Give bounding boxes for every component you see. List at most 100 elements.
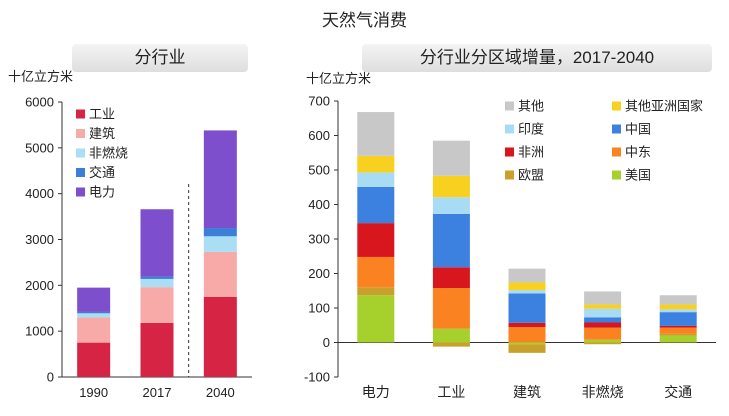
chart0-legend-label: 建筑 xyxy=(89,126,115,141)
chart1-legend-swatch xyxy=(505,124,514,134)
main-title: 天然气消费 xyxy=(322,11,407,30)
chart0-category-label: 1990 xyxy=(79,385,108,400)
chart0-legend-label: 工业 xyxy=(89,107,115,122)
right-unit-label: 十亿立方米 xyxy=(306,71,372,86)
chart1-legend-label: 美国 xyxy=(625,168,651,183)
chart1-bar-segment xyxy=(659,304,697,310)
chart1-bar-segment xyxy=(508,326,546,343)
chart1-legend-swatch xyxy=(505,101,514,111)
chart1-bar-segment xyxy=(508,268,546,283)
chart0-y-tick-label: 2000 xyxy=(25,278,54,293)
chart0-y-tick-label: 5000 xyxy=(25,140,54,155)
chart1-legend-label: 中国 xyxy=(625,122,651,137)
chart0-legend-label: 非燃烧 xyxy=(89,146,128,161)
chart1-legend-swatch xyxy=(612,170,621,180)
chart1-y-tick-label: 700 xyxy=(308,94,330,109)
chart1-bar-segment xyxy=(357,295,395,343)
chart1-bar-segment xyxy=(584,291,622,305)
chart0-legend-swatch xyxy=(76,187,85,197)
chart0-bar-segment xyxy=(203,228,237,237)
chart1-bar-segment xyxy=(357,186,395,224)
chart0-bar-segment xyxy=(140,287,174,323)
chart0-bar-segment xyxy=(140,322,174,377)
chart1-legend-label: 欧盟 xyxy=(518,168,544,183)
chart0-bar-segment xyxy=(77,317,111,343)
chart1-category-label: 电力 xyxy=(362,384,390,400)
chart1-legend-label: 印度 xyxy=(518,122,544,137)
chart1-bar-segment xyxy=(659,325,697,328)
chart1-bar-segment xyxy=(357,155,395,173)
chart0-y-tick-label: 4000 xyxy=(25,186,54,201)
chart1-bar-segment xyxy=(432,140,470,176)
chart1-legend-swatch xyxy=(505,147,514,157)
chart0-y-tick-label: 0 xyxy=(47,370,54,385)
chart1-legend-swatch xyxy=(612,101,621,111)
chart1-legend-label: 非洲 xyxy=(518,145,544,160)
chart0-y-tick-label: 3000 xyxy=(25,232,54,247)
chart1-category-label: 工业 xyxy=(437,384,465,400)
chart1-bar-segment xyxy=(432,213,470,268)
chart1-bar-segment xyxy=(659,327,697,334)
chart1-y-tick-label: 400 xyxy=(308,197,330,212)
chart1-bar-segment xyxy=(508,293,546,323)
chart1-bar-segment xyxy=(659,295,697,305)
chart1-category-label: 交通 xyxy=(664,384,692,400)
chart1-y-tick-label: 500 xyxy=(308,163,330,178)
chart1-bar-segment xyxy=(508,342,546,345)
chart1-bar-segment xyxy=(508,322,546,327)
chart1-legend-label: 其他 xyxy=(518,99,544,114)
chart0-bar-segment xyxy=(77,287,111,312)
chart1-category-label: 建筑 xyxy=(513,384,541,400)
chart1-y-tick-label: 100 xyxy=(308,301,330,316)
chart1-legend-swatch xyxy=(505,170,514,180)
chart0-y-tick-label: 6000 xyxy=(25,95,54,110)
chart1-y-tick-label: 200 xyxy=(308,266,330,281)
chart1-y-tick-label: -100 xyxy=(304,370,330,385)
chart1-bar-segment xyxy=(584,304,622,309)
chart1-bar-segment xyxy=(659,309,697,313)
chart1-bar-segment xyxy=(584,327,622,340)
chart1-bar-segment xyxy=(432,328,470,343)
chart0-category-label: 2017 xyxy=(143,385,172,400)
chart0-bar-segment xyxy=(203,296,237,377)
chart0-bar-segment xyxy=(77,342,111,377)
chart1-legend-swatch xyxy=(612,147,621,157)
chart1-legend-swatch xyxy=(612,124,621,134)
chart1-legend-label: 其他亚洲国家 xyxy=(625,99,703,114)
chart1-bar-segment xyxy=(659,312,697,326)
chart1-bar-segment xyxy=(508,344,546,353)
chart1-bar-segment xyxy=(508,290,546,294)
chart0-bar-segment xyxy=(203,236,237,252)
chart0-legend-label: 交通 xyxy=(89,165,115,180)
chart0-legend-label: 电力 xyxy=(89,185,115,200)
chart1-bar-segment xyxy=(432,342,470,347)
chart0-category-label: 2040 xyxy=(206,385,235,400)
chart1-bar-segment xyxy=(584,317,622,323)
chart1-bar-segment xyxy=(584,322,622,328)
chart1-legend-label: 中东 xyxy=(625,145,651,160)
chart0-bar-segment xyxy=(140,278,174,288)
chart0-y-tick-label: 1000 xyxy=(25,324,54,339)
chart1-bar-segment xyxy=(357,256,395,288)
chart0-bar-segment xyxy=(203,251,237,297)
chart1-bar-segment xyxy=(659,333,697,336)
chart1-bar-segment xyxy=(584,342,622,345)
chart1-category-label: 非燃烧 xyxy=(582,384,624,400)
chart0-legend-swatch xyxy=(76,129,85,138)
chart1-bar-segment xyxy=(584,339,622,343)
chart1-bar-segment xyxy=(432,175,470,198)
chart1-bar-segment xyxy=(508,282,546,291)
chart0-bar-segment xyxy=(140,276,174,279)
chart1-bar-segment xyxy=(584,308,622,318)
chart0-legend-swatch xyxy=(76,148,85,158)
left-panel-title: 分行业 xyxy=(72,44,248,72)
chart0-bar-segment xyxy=(77,313,111,318)
chart0-legend-swatch xyxy=(76,109,85,119)
chart1-bar-segment xyxy=(659,335,697,343)
chart1-bar-segment xyxy=(357,287,395,296)
chart1-y-tick-label: 600 xyxy=(308,128,330,143)
chart1-bar-segment xyxy=(432,287,470,329)
right-panel-title: 分行业分区域增量，2017-2040 xyxy=(362,44,712,72)
